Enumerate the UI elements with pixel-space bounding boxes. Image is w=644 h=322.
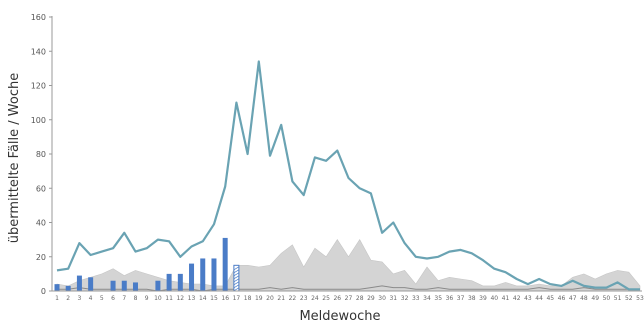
bar-week-1 [54,284,60,291]
y-tick-label: 140 [31,47,46,56]
bar-week-15 [211,258,217,291]
x-tick-label: 16 [221,295,229,302]
y-tick-label: 160 [31,13,46,22]
bar-week-12 [177,273,183,291]
y-tick-label: 0 [41,287,46,296]
gray-line-layer [57,285,640,292]
x-tick-label: 46 [558,295,566,302]
x-tick-label: 29 [367,295,375,302]
y-tick-label: 60 [36,184,46,193]
x-tick-label: 19 [255,295,263,302]
x-tick-label: 52 [625,295,633,302]
x-tick-label: 14 [199,295,207,302]
bar-week-3 [76,275,82,291]
x-tick-label: 27 [345,295,353,302]
x-tick-label: 4 [89,295,93,302]
x-tick-label: 23 [300,295,308,302]
x-tick-label: 7 [122,295,126,302]
main-line-layer [56,60,640,291]
x-tick-label: 1 [55,295,59,302]
x-tick-label: 50 [603,295,611,302]
x-tick-label: 39 [479,295,487,302]
x-tick-label: 3 [77,295,81,302]
bar-week-10 [155,280,161,291]
x-tick-label: 45 [546,295,554,302]
x-tick-label: 48 [580,295,588,302]
bar-week-8 [132,282,138,291]
x-tick-label: 25 [322,295,330,302]
x-tick-label: 24 [311,295,319,302]
x-tick-label: 47 [569,295,577,302]
x-tick-label: 5 [100,295,104,302]
x-tick-label: 36 [446,295,454,302]
x-tick-label: 37 [457,295,465,302]
y-axis-label: übermittelte Fälle / Woche [7,73,22,243]
x-tick-label: 51 [614,295,622,302]
x-axis-label: Meldewoche [299,309,380,322]
y-tick-label: 120 [31,82,46,91]
bar-hatch-line [233,278,240,283]
bar-hatch-line [233,272,240,277]
x-tick-label: 15 [210,295,218,302]
x-tick-label: 49 [591,295,599,302]
x-tick-label: 43 [524,295,532,302]
x-tick-label: 42 [513,295,521,302]
x-tick-label: 10 [154,295,162,302]
x-tick-label: 22 [289,295,297,302]
bar-hatch-line [233,284,240,289]
x-tick-label: 40 [490,295,498,302]
bar-hatch-line [233,269,240,274]
x-tick-label: 8 [134,295,138,302]
range-area [56,239,641,292]
x-tick-label: 26 [333,295,341,302]
x-tick-label: 33 [412,295,420,302]
bar-week-6 [110,280,116,291]
bar-layer [54,237,240,292]
y-tick-label: 40 [36,219,46,228]
y-tick-label: 80 [36,150,46,159]
x-tick-layer: 1 2 3 4 5 6 7 8 9 10 11 12 13 14 15 16 17 18 19 20 21 22 23 24 2… [55,295,644,302]
area-range-layer [56,239,641,292]
x-tick-label: 44 [535,295,543,302]
x-tick-label: 20 [266,295,274,302]
bar-hatch-line [233,275,240,280]
x-tick-label: 38 [468,295,476,302]
bar-week-11 [166,273,172,291]
bar-week-7 [121,280,127,291]
bar-hatch-line [233,281,240,286]
x-tick-label: 53 [636,295,644,302]
bar-week-13 [189,263,195,291]
bar-week-14 [200,258,206,291]
x-tick-label: 12 [176,295,184,302]
x-tick-label: 6 [111,295,115,302]
x-tick-label: 35 [434,295,442,302]
x-tick-label: 28 [356,295,364,302]
bar-week-4 [88,277,94,291]
x-tick-label: 41 [502,295,510,302]
bar-week-16 [222,237,228,291]
x-tick-label: 17 [233,295,241,302]
x-tick-label: 18 [244,295,252,302]
x-tick-label: 13 [188,295,196,302]
x-tick-label: 9 [145,295,149,302]
x-tick-label: 30 [378,295,386,302]
x-tick-label: 32 [401,295,409,302]
y-tick-label: 20 [36,253,46,262]
main-series-line [56,60,640,291]
y-tick-layer: 0 20 40 60 80 100 120 140 160 [31,13,52,296]
bar-hatch-line [233,287,240,292]
x-tick-label: 2 [66,295,70,302]
x-tick-label: 34 [423,295,431,302]
bar-hatch-line [233,266,240,271]
bar-week-2 [65,285,71,291]
y-tick-label: 100 [31,116,46,125]
x-tick-label: 31 [389,295,397,302]
x-tick-label: 21 [277,295,285,302]
baseline-series-line [57,285,640,292]
x-tick-label: 11 [165,295,173,302]
